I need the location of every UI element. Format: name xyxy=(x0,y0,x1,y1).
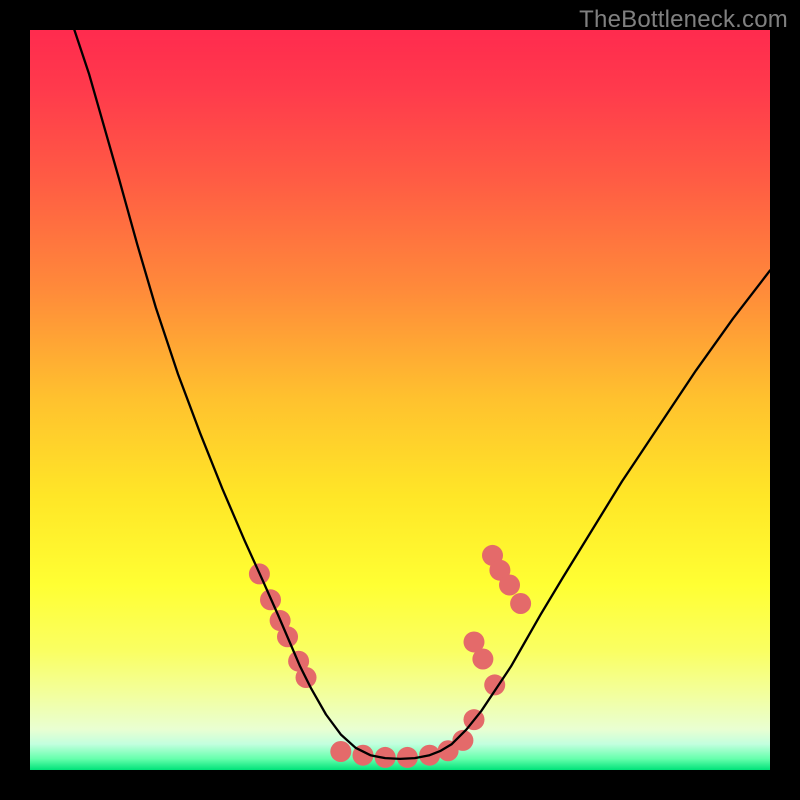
data-marker xyxy=(330,741,351,762)
data-marker xyxy=(499,575,520,596)
chart-svg xyxy=(30,30,770,770)
chart-frame: TheBottleneck.com xyxy=(0,0,800,800)
data-marker xyxy=(510,593,531,614)
plot-area xyxy=(30,30,770,770)
gradient-background xyxy=(30,30,770,770)
data-marker xyxy=(472,649,493,670)
